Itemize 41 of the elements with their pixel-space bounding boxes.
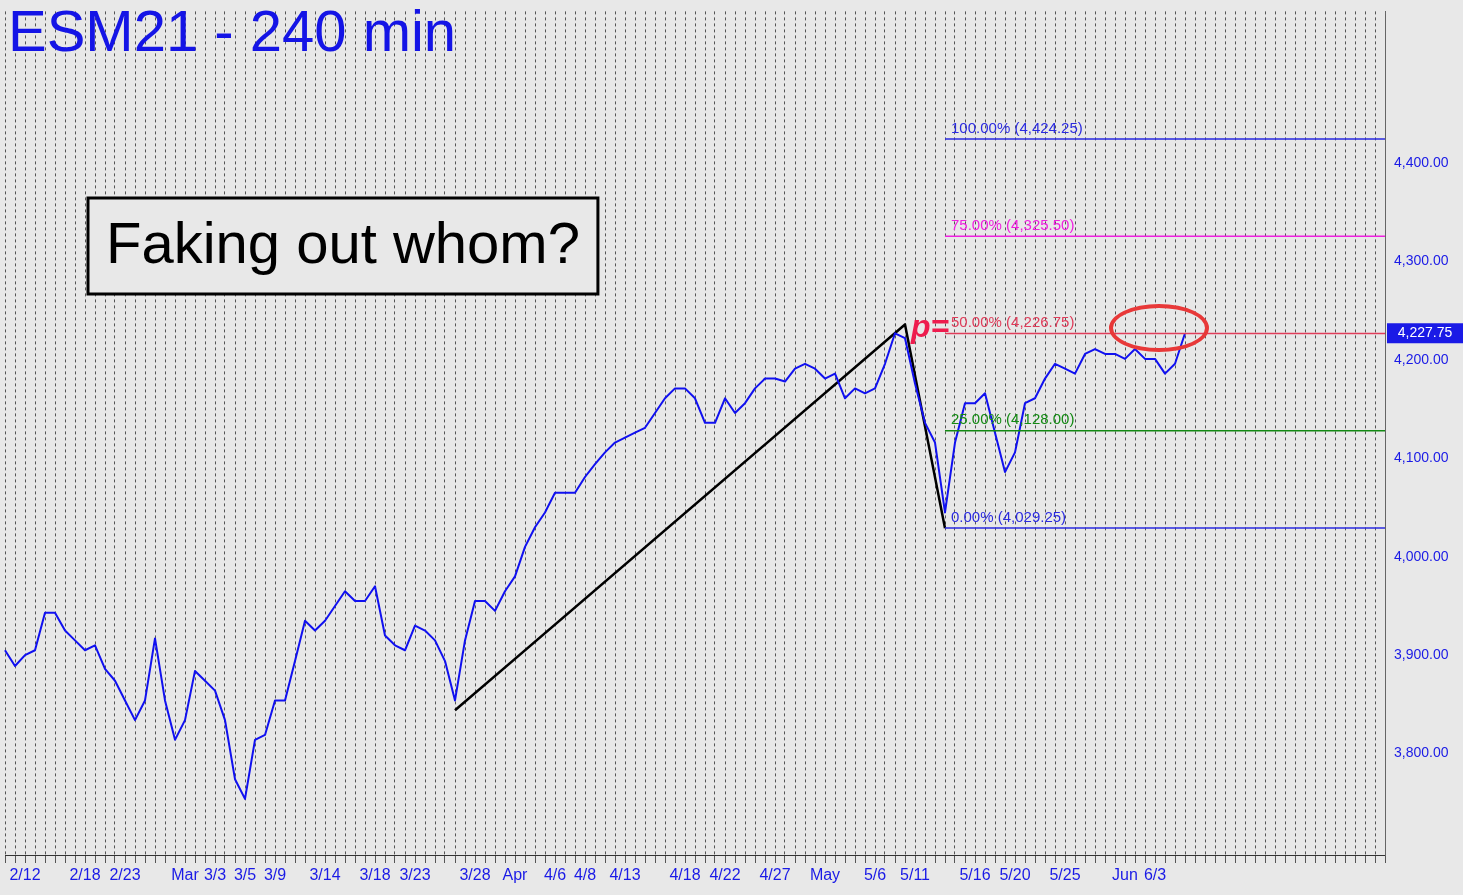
ref-line-label: 100.00% (4,424.25) (951, 118, 1083, 136)
ref-line-label: 50.00% (4,226.75) (951, 313, 1075, 331)
x-tick-label: 3/3 (203, 866, 227, 884)
x-tick-label: 2/18 (69, 866, 101, 884)
x-tick-label: 4/8 (573, 866, 597, 884)
x-tick-label: 3/18 (359, 866, 391, 884)
x-tick-label: 5/6 (863, 866, 887, 884)
x-tick-label: 4/6 (543, 866, 567, 884)
x-tick-label: 4/22 (709, 866, 741, 884)
x-tick-label: 4/13 (609, 866, 641, 884)
y-tick-label: 4,400.00 (1394, 153, 1449, 170)
y-tick-label: 3,800.00 (1394, 744, 1449, 761)
x-tick-label: 3/9 (263, 866, 287, 884)
x-tick-label: 5/25 (1049, 866, 1081, 884)
x-tick-label: 4/18 (669, 866, 701, 884)
annotation: p= (910, 308, 950, 345)
y-tick-label: 4,200.00 (1394, 350, 1449, 367)
chart-title: ESM21 - 240 min (8, 0, 457, 63)
ref-line-label: 75.00% (4,325.50) (951, 215, 1075, 233)
x-tick-label: 2/23 (109, 866, 141, 884)
x-tick-label: 6/3 (1143, 866, 1167, 884)
ref-line-label: 0.00% (4,029.25) (951, 507, 1067, 525)
x-tick-label: 2/12 (9, 866, 41, 884)
x-tick-label: 3/23 (399, 866, 431, 884)
y-tick-label: 4,100.00 (1394, 449, 1449, 466)
x-tick-label: 3/14 (309, 866, 341, 884)
x-tick-label: 3/5 (233, 866, 257, 884)
y-tick-label: 4,000.00 (1394, 547, 1449, 564)
y-tick-label: 3,900.00 (1394, 646, 1449, 663)
x-tick-label: 5/20 (999, 866, 1031, 884)
x-tick-label: 5/11 (900, 866, 931, 884)
x-tick-label: Jun (1112, 866, 1138, 884)
x-tick-label: 3/28 (459, 866, 491, 884)
text: 4,227.75 (1397, 324, 1453, 341)
y-tick-label: 4,300.00 (1394, 252, 1449, 269)
x-tick-label: 4/27 (759, 866, 791, 884)
x-tick-label: Apr (502, 866, 529, 884)
annotation: Faking out whom? (106, 210, 580, 275)
x-tick-label: Mar (171, 866, 200, 884)
x-tick-label: May (809, 866, 841, 884)
x-tick-label: 5/16 (959, 866, 991, 884)
